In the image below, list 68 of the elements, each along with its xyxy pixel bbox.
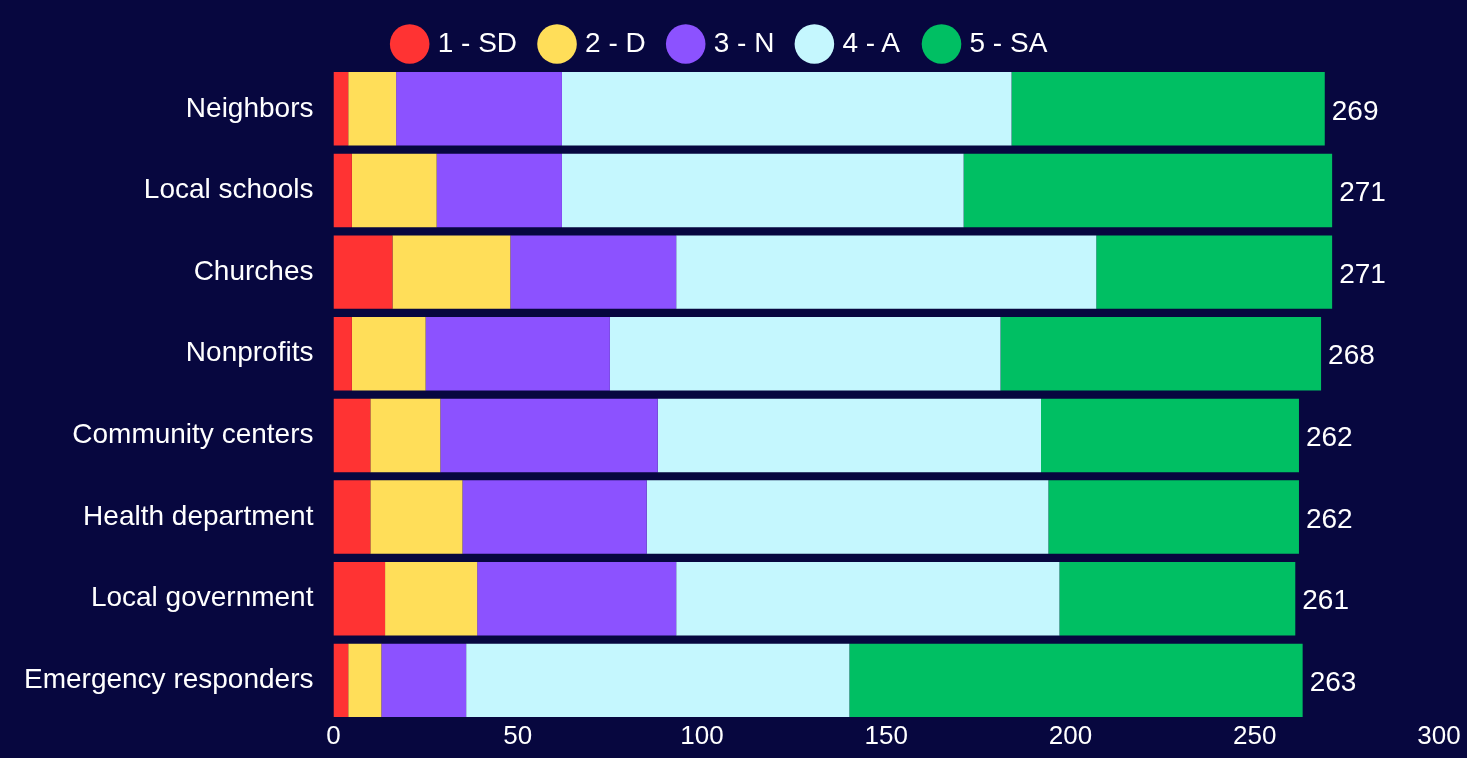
legend-label: 4 - A [842,26,901,58]
bar [333,561,386,636]
bar [510,235,677,309]
bar [1059,561,1296,636]
bar [1041,398,1299,473]
total-label: 271 [1339,257,1386,289]
y-tick-label: Churches [193,254,314,286]
total-label: 262 [1305,421,1353,453]
bar [348,643,382,718]
bar [333,72,349,146]
bar [333,398,371,473]
x-tick-label: 100 [680,719,724,750]
bar [440,398,658,473]
bar [1048,480,1299,554]
bar [561,153,964,228]
legend-label: 1 - SD [437,26,518,58]
bar [333,643,349,718]
total-label: 268 [1328,339,1375,371]
total-label: 262 [1305,502,1353,534]
x-tick-label: 300 [1417,719,1461,750]
x-tick-label: 250 [1233,719,1277,750]
bar [657,398,1042,473]
bar [425,317,610,391]
bar [1011,72,1325,146]
bar [333,235,393,309]
x-tick-label: 150 [864,719,908,750]
legend-label: 2 - D [585,26,646,58]
bar [676,561,1060,636]
bar [370,398,441,473]
bar [462,480,647,554]
bar [392,235,511,309]
bar [1096,235,1333,309]
bar [646,480,1049,554]
bar [351,153,437,228]
y-tick-label: Neighbors [185,91,314,123]
legend-label: 3 - N [713,26,775,58]
total-label: 271 [1339,176,1386,208]
bar [477,561,677,636]
bar [963,153,1333,228]
y-tick-label: Local schools [143,173,314,205]
y-tick-label: Nonprofits [185,336,314,368]
bar [676,235,1097,309]
bar [396,72,562,146]
bar [1000,317,1322,391]
bar [333,153,352,228]
x-tick-label: 200 [1048,719,1093,750]
legend-label: 5 - SA [969,26,1048,58]
bar [436,153,562,228]
bar [849,643,1303,718]
bar [370,480,463,554]
x-tick-label: 50 [503,719,533,750]
bar [333,317,352,391]
bar [333,480,371,554]
total-label: 269 [1331,94,1379,126]
bar [381,643,467,718]
bar [609,317,1001,391]
bar [561,72,1012,146]
y-tick-label: Local government [90,581,314,613]
bar [466,643,850,718]
total-label: 261 [1302,584,1349,616]
total-label: 263 [1309,666,1357,698]
y-tick-label: Community centers [72,418,314,450]
bar [351,317,426,391]
y-tick-label: Emergency responders [23,663,314,695]
bar [348,72,397,146]
bar [385,561,478,636]
y-tick-label: Health department [83,499,314,531]
x-tick-label: 0 [326,719,341,750]
